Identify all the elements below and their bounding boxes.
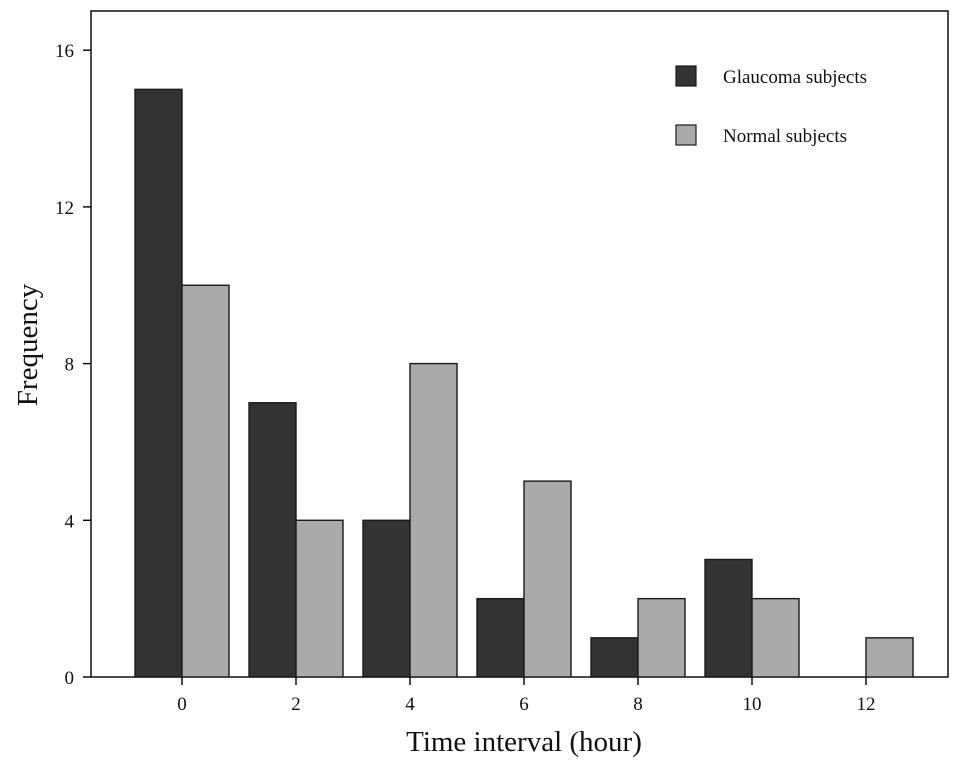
y-tick-label: 4 <box>65 511 75 532</box>
legend: Glaucoma subjects Normal subjects <box>675 65 867 147</box>
bar-glaucoma <box>134 88 183 678</box>
bar-normal <box>523 480 572 678</box>
bar-glaucoma <box>362 519 411 678</box>
bar-normal <box>865 637 914 678</box>
y-tick-label: 16 <box>55 41 74 62</box>
y-axis: 0 4 8 12 16 <box>55 41 91 689</box>
bar-normal <box>295 519 344 678</box>
x-tick-label: 6 <box>519 694 529 715</box>
x-tick-label: 12 <box>857 694 876 715</box>
bar-normal <box>637 597 686 678</box>
bar-normal <box>181 284 230 678</box>
bar-glaucoma <box>476 597 525 678</box>
bar-glaucoma <box>704 558 753 678</box>
legend-swatch <box>675 124 697 146</box>
x-tick-label: 4 <box>405 694 415 715</box>
bar-normal <box>409 362 458 678</box>
legend-swatch <box>675 65 697 87</box>
x-tick-label: 2 <box>291 694 301 715</box>
y-axis-title: Frequency <box>12 283 44 406</box>
bars <box>134 88 914 678</box>
x-tick-label: 10 <box>743 694 762 715</box>
y-tick-label: 12 <box>55 198 74 219</box>
bar-glaucoma <box>590 637 639 678</box>
bar-glaucoma <box>248 402 297 678</box>
x-tick-label: 0 <box>177 694 187 715</box>
y-tick-label: 0 <box>65 668 75 689</box>
legend-label: Normal subjects <box>723 126 847 147</box>
legend-label: Glaucoma subjects <box>723 67 867 88</box>
y-tick-label: 8 <box>65 355 75 376</box>
x-tick-label: 8 <box>633 694 643 715</box>
x-axis: 0 2 4 6 8 10 12 <box>177 677 876 715</box>
x-axis-title: Time interval (hour) <box>406 726 642 758</box>
bar-normal <box>751 597 800 678</box>
